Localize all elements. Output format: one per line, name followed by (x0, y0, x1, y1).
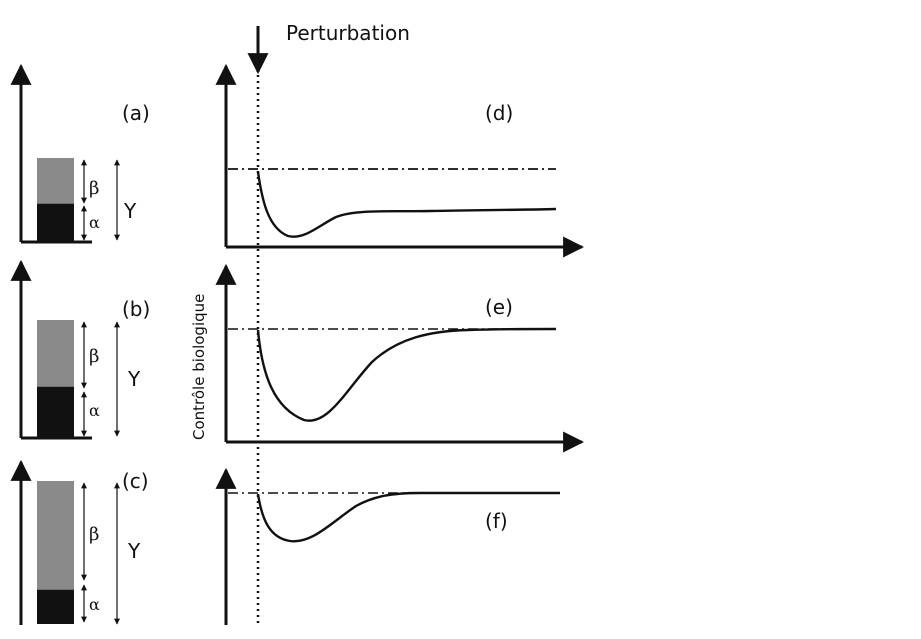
curve-panel-f: (f) (215, 467, 560, 625)
beta-segment (37, 481, 74, 590)
alpha-label: α (89, 401, 100, 420)
bar-panel-a: β α Y (a) (10, 63, 150, 244)
alpha-label: α (89, 213, 100, 232)
perturbation-label: Perturbation (286, 21, 410, 45)
panel-label-d: (d) (485, 101, 513, 125)
beta-segment (37, 158, 74, 204)
alpha-segment (37, 203, 74, 241)
response-curve (256, 327, 557, 422)
alpha-label: α (89, 595, 100, 614)
bar-panel-b: β α Y (b) (10, 259, 150, 440)
response-curve (256, 491, 560, 543)
beta-segment (37, 320, 74, 387)
bar-panel-c: β α Y (c) (10, 459, 149, 625)
y-axis-label: Contrôle biologique (190, 294, 208, 440)
beta-label: β (89, 178, 99, 199)
alpha-segment (37, 589, 74, 624)
y-total-label: Y (127, 367, 141, 391)
y-total-label: Y (123, 199, 137, 223)
beta-label: β (89, 346, 99, 367)
panel-label-c: (c) (122, 469, 149, 493)
panel-label-b: (b) (122, 297, 150, 321)
panel-label-f: (f) (485, 509, 508, 533)
panel-label-e: (e) (485, 295, 513, 319)
response-curve (256, 171, 557, 238)
alpha-segment (37, 386, 74, 437)
curve-panel-e: (e) (215, 263, 585, 453)
panel-label-a: (a) (122, 101, 150, 125)
curve-panel-d: (d) (215, 63, 585, 258)
beta-label: β (89, 524, 99, 545)
y-total-label: Y (127, 539, 141, 563)
